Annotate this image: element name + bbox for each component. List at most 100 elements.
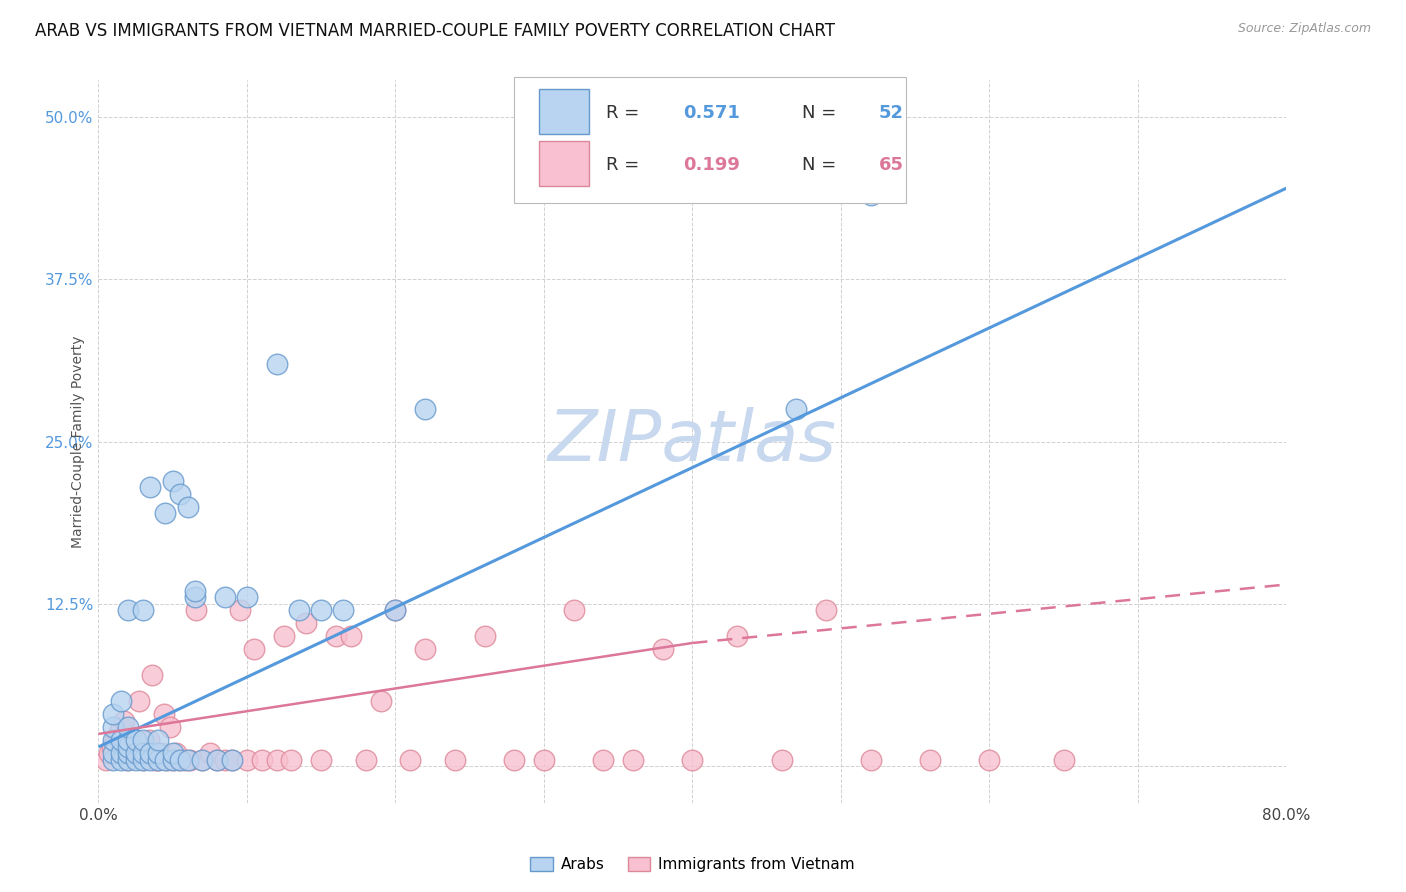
Point: [159, 721, 181, 735]
Point: [214, 591, 236, 605]
Point: [243, 642, 266, 657]
Point: [214, 753, 236, 767]
Point: [103, 753, 125, 767]
Point: [146, 753, 169, 767]
Point: [117, 753, 139, 767]
Point: [236, 753, 259, 767]
Point: [110, 721, 132, 735]
Point: [110, 733, 132, 747]
Point: [503, 753, 526, 767]
Point: [169, 486, 191, 500]
Point: [340, 630, 363, 644]
Point: [592, 753, 614, 767]
Point: [221, 753, 243, 767]
Point: [162, 753, 184, 767]
Text: N =: N =: [801, 156, 842, 174]
Text: 0.571: 0.571: [683, 103, 740, 122]
Point: [141, 668, 163, 682]
Point: [155, 753, 177, 767]
Point: [184, 591, 207, 605]
Point: [139, 747, 162, 761]
Y-axis label: Married-Couple Family Poverty: Married-Couple Family Poverty: [70, 335, 84, 548]
Point: [162, 747, 184, 761]
Point: [399, 753, 422, 767]
Point: [149, 747, 172, 761]
Point: [295, 616, 318, 631]
Point: [155, 506, 177, 520]
Point: [103, 707, 125, 722]
Point: [815, 603, 838, 617]
Point: [107, 727, 129, 741]
Text: R =: R =: [606, 156, 645, 174]
Text: Source: ZipAtlas.com: Source: ZipAtlas.com: [1237, 22, 1371, 36]
Point: [332, 603, 354, 617]
Point: [117, 603, 139, 617]
Point: [236, 591, 259, 605]
Point: [138, 733, 160, 747]
Point: [413, 642, 436, 657]
Point: [785, 402, 807, 417]
Point: [859, 187, 882, 202]
Point: [309, 753, 332, 767]
Point: [152, 707, 174, 722]
Point: [104, 733, 127, 747]
Point: [266, 753, 288, 767]
Point: [103, 747, 125, 761]
Point: [112, 714, 135, 728]
FancyBboxPatch shape: [538, 89, 589, 134]
Point: [681, 753, 703, 767]
Point: [132, 603, 155, 617]
Point: [132, 753, 155, 767]
Point: [179, 753, 201, 767]
Point: [169, 753, 191, 767]
Point: [288, 603, 311, 617]
FancyBboxPatch shape: [538, 141, 589, 186]
Point: [309, 603, 332, 617]
Point: [384, 603, 406, 617]
Point: [250, 753, 273, 767]
Point: [143, 753, 166, 767]
Point: [173, 753, 195, 767]
Text: ZIPatlas: ZIPatlas: [548, 407, 837, 476]
Text: 65: 65: [879, 156, 904, 174]
Point: [280, 753, 302, 767]
Text: 52: 52: [879, 103, 904, 122]
Point: [117, 733, 139, 747]
Point: [132, 753, 155, 767]
Point: [110, 747, 132, 761]
Point: [139, 480, 162, 494]
Point: [770, 753, 793, 767]
Point: [198, 747, 221, 761]
Text: 0.199: 0.199: [683, 156, 740, 174]
Point: [176, 500, 198, 514]
Point: [354, 753, 377, 767]
Point: [651, 642, 673, 657]
Point: [1053, 753, 1076, 767]
Point: [110, 753, 132, 767]
Point: [146, 747, 169, 761]
Point: [124, 733, 146, 747]
Point: [167, 753, 190, 767]
Point: [115, 753, 138, 767]
Point: [117, 747, 139, 761]
Point: [139, 753, 162, 767]
Point: [979, 753, 1001, 767]
Point: [325, 630, 347, 644]
Text: R =: R =: [606, 103, 645, 122]
Point: [162, 753, 184, 767]
Point: [562, 603, 585, 617]
Point: [132, 747, 155, 761]
Point: [191, 753, 214, 767]
Point: [124, 753, 146, 767]
Point: [191, 753, 214, 767]
Legend: Arabs, Immigrants from Vietnam: Arabs, Immigrants from Vietnam: [524, 851, 860, 879]
Point: [94, 753, 117, 767]
Point: [110, 694, 132, 708]
Point: [370, 694, 392, 708]
Point: [176, 753, 198, 767]
Point: [103, 721, 125, 735]
Point: [186, 603, 208, 617]
Point: [162, 474, 184, 488]
Point: [205, 753, 228, 767]
Point: [101, 739, 124, 754]
